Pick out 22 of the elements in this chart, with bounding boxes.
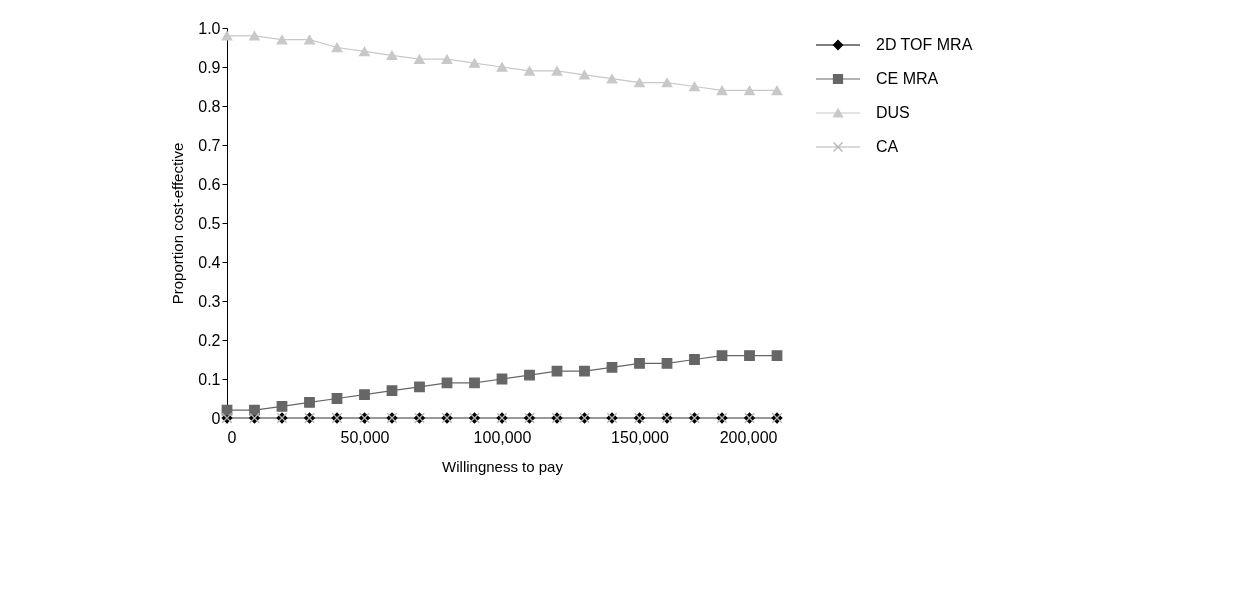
legend-label: 2D TOF MRA <box>876 36 973 53</box>
x-tick-label: 0 <box>227 428 237 446</box>
y-tick-label: 0.5 <box>198 214 221 232</box>
y-axis-title: Proportion cost-effective <box>169 142 187 305</box>
x-tick-label: 100,000 <box>473 428 532 446</box>
x-axis-title: Willingness to pay <box>442 457 564 475</box>
y-tick-label: 0.6 <box>198 175 221 193</box>
y-tick-label: 0.3 <box>198 292 221 310</box>
x-tick-label: 150,000 <box>611 428 670 446</box>
legend-label: CA <box>876 138 899 155</box>
y-tick-label: 0.4 <box>198 253 221 271</box>
y-tick-label: 0 <box>211 409 221 427</box>
legend-label: DUS <box>876 104 910 121</box>
y-tick-label: 0.2 <box>198 331 221 349</box>
y-tick-label: 0.9 <box>198 58 221 76</box>
y-tick-label: 0.1 <box>198 370 221 388</box>
x-tick-label: 200,000 <box>719 428 778 446</box>
x-tick-label: 50,000 <box>340 428 390 446</box>
y-tick-label: 0.7 <box>198 136 221 154</box>
y-tick-label: 1.0 <box>198 19 221 37</box>
legend-label: CE MRA <box>876 70 939 87</box>
y-tick-label: 0.8 <box>198 97 221 115</box>
